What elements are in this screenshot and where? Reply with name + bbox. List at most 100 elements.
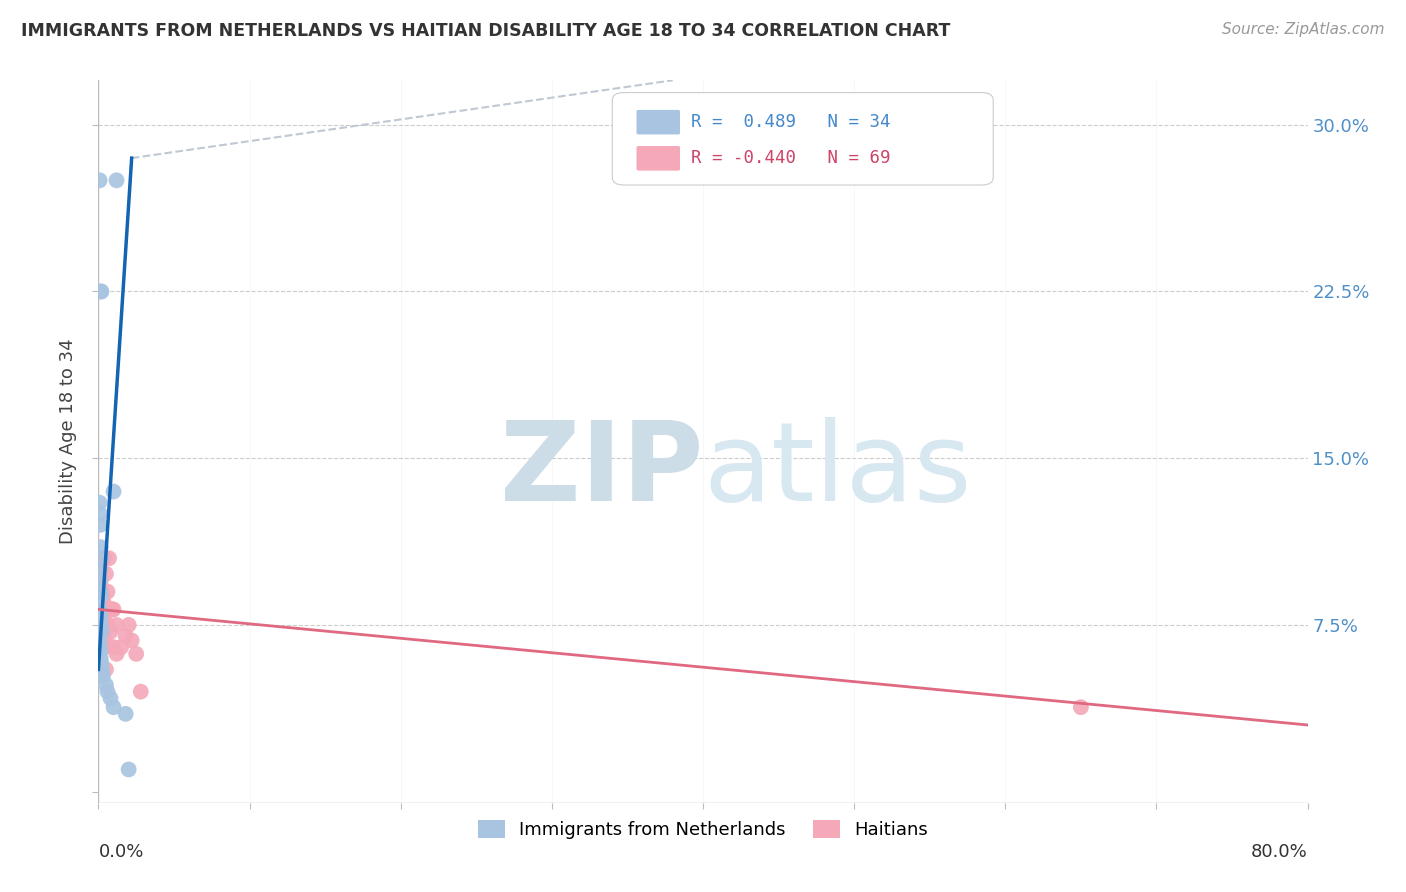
Point: [114, 629, 136, 643]
Point: [91, 602, 114, 616]
Point: [90, 618, 112, 632]
Point: [90, 624, 112, 639]
Point: [93, 596, 115, 610]
Point: [91, 611, 114, 625]
Point: [89, 607, 111, 621]
Point: [89, 607, 111, 621]
Point: [91, 665, 114, 679]
Point: [89, 611, 111, 625]
Point: [100, 691, 122, 706]
Point: [93, 551, 115, 566]
Point: [90, 624, 112, 639]
Point: [90, 660, 112, 674]
Point: [90, 551, 112, 566]
Point: [90, 602, 112, 616]
Text: IMMIGRANTS FROM NETHERLANDS VS HAITIAN DISABILITY AGE 18 TO 34 CORRELATION CHART: IMMIGRANTS FROM NETHERLANDS VS HAITIAN D…: [21, 22, 950, 40]
Point: [103, 640, 125, 655]
Point: [103, 602, 125, 616]
Point: [100, 624, 122, 639]
Point: [89, 589, 111, 603]
Point: [91, 607, 114, 621]
Point: [90, 589, 112, 603]
Point: [91, 596, 114, 610]
Point: [90, 611, 112, 625]
Point: [103, 484, 125, 499]
Point: [105, 618, 128, 632]
Legend: Immigrants from Netherlands, Haitians: Immigrants from Netherlands, Haitians: [468, 811, 938, 848]
Point: [90, 574, 112, 588]
Point: [91, 611, 114, 625]
Point: [110, 640, 132, 655]
Point: [90, 596, 112, 610]
Point: [98, 602, 121, 616]
Point: [121, 633, 143, 648]
Point: [100, 602, 122, 616]
Point: [96, 584, 118, 599]
Point: [129, 684, 152, 698]
Point: [90, 596, 112, 610]
Point: [90, 584, 112, 599]
Point: [118, 763, 141, 777]
Point: [89, 602, 111, 616]
Point: [94, 602, 117, 616]
FancyBboxPatch shape: [637, 110, 681, 135]
Point: [90, 618, 112, 632]
Point: [96, 618, 118, 632]
Point: [91, 602, 114, 616]
Point: [101, 640, 124, 655]
Point: [91, 669, 114, 683]
Point: [103, 700, 125, 714]
Point: [118, 618, 141, 632]
Point: [90, 602, 112, 616]
Point: [93, 618, 115, 632]
Point: [90, 589, 112, 603]
Text: ZIP: ZIP: [499, 417, 703, 524]
Point: [89, 173, 111, 187]
Point: [101, 602, 124, 616]
Point: [89, 633, 111, 648]
Point: [89, 574, 111, 588]
Point: [89, 596, 111, 610]
FancyBboxPatch shape: [637, 146, 681, 170]
Text: R =  0.489   N = 34: R = 0.489 N = 34: [690, 113, 890, 131]
Point: [1070, 700, 1092, 714]
Point: [90, 656, 112, 670]
Point: [89, 640, 111, 655]
Point: [89, 611, 111, 625]
Point: [94, 566, 117, 581]
Point: [89, 507, 111, 521]
Point: [90, 562, 112, 576]
Point: [96, 684, 118, 698]
Point: [90, 651, 112, 665]
Point: [90, 623, 112, 637]
Point: [90, 611, 112, 625]
Point: [90, 285, 112, 299]
Text: atlas: atlas: [703, 417, 972, 524]
Point: [90, 618, 112, 632]
Point: [93, 551, 115, 566]
Point: [89, 574, 111, 588]
Point: [89, 602, 111, 616]
Point: [90, 551, 112, 566]
Point: [94, 678, 117, 692]
Point: [105, 647, 128, 661]
Point: [89, 580, 111, 594]
Point: [91, 618, 114, 632]
Point: [93, 611, 115, 625]
Point: [114, 706, 136, 721]
Point: [90, 540, 112, 554]
Point: [94, 618, 117, 632]
Point: [90, 611, 112, 625]
Point: [91, 589, 114, 603]
Text: 80.0%: 80.0%: [1251, 843, 1308, 861]
Point: [93, 624, 115, 639]
Point: [90, 285, 112, 299]
Point: [89, 496, 111, 510]
Point: [89, 562, 111, 576]
Text: Source: ZipAtlas.com: Source: ZipAtlas.com: [1222, 22, 1385, 37]
Point: [89, 596, 111, 610]
Point: [89, 611, 111, 625]
Point: [125, 647, 148, 661]
Point: [93, 633, 115, 648]
Text: R = -0.440   N = 69: R = -0.440 N = 69: [690, 149, 890, 168]
